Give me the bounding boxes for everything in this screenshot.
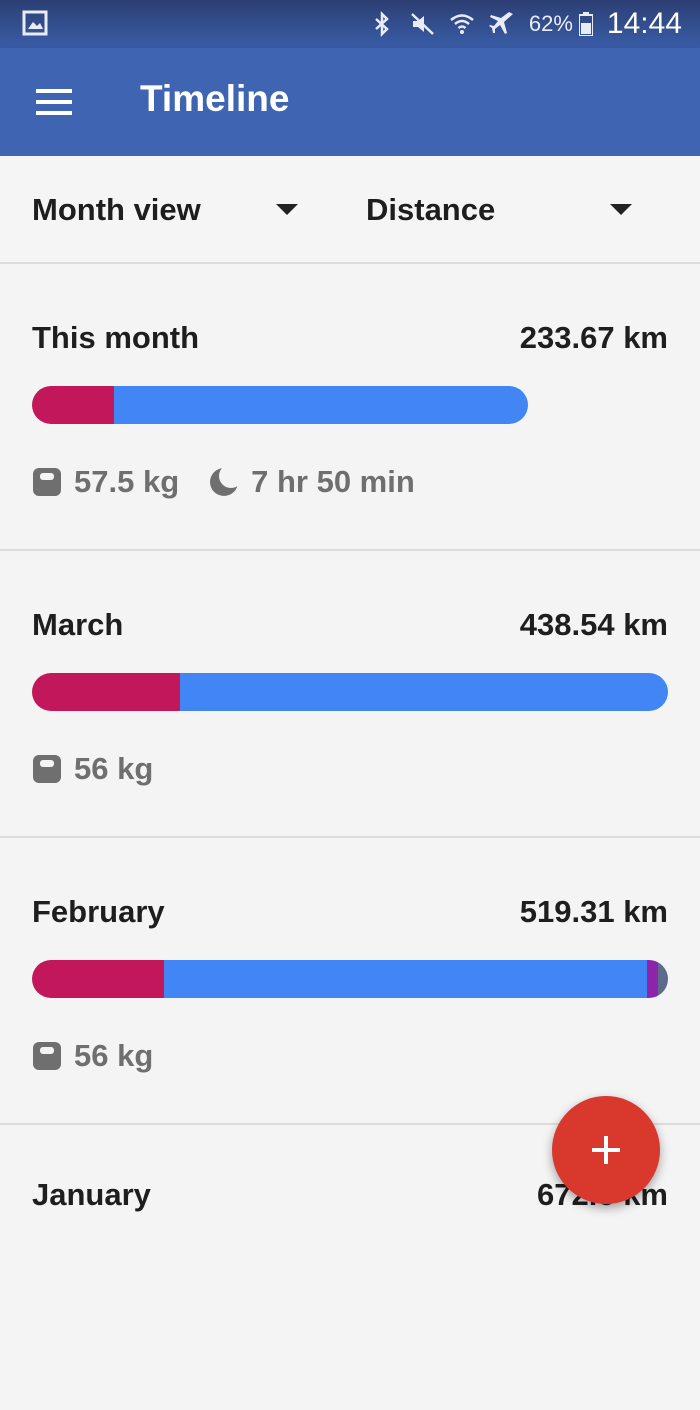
page-title: Timeline <box>140 78 290 119</box>
stats-row: 56 kg <box>32 751 153 787</box>
weight-value: 56 kg <box>74 751 154 786</box>
status-bar: 62% 14:44 <box>0 0 700 48</box>
activity-bar <box>32 673 668 711</box>
bar-segment <box>32 673 180 711</box>
chevron-down-icon <box>276 204 298 215</box>
bar-segment <box>113 386 528 424</box>
month-card-this-month[interactable]: This month 233.67 km 57.5 kg 7 hr 50 min <box>0 264 700 551</box>
stats-row: 56 kg <box>32 1038 153 1074</box>
month-card-march[interactable]: March 438.54 km 56 kg <box>0 551 700 838</box>
app-bar: Timeline <box>0 48 700 156</box>
sleep-value: 7 hr 50 min <box>251 464 415 499</box>
add-button[interactable] <box>552 1096 660 1204</box>
scale-icon <box>33 468 61 496</box>
bar-segment <box>179 673 668 711</box>
metric-dropdown[interactable]: Distance <box>334 156 700 262</box>
moon-icon <box>210 467 240 496</box>
view-dropdown[interactable]: Month view <box>0 156 334 262</box>
month-label: March <box>32 607 124 642</box>
filter-bar: Month view Distance <box>0 156 700 264</box>
chevron-down-icon <box>610 204 632 215</box>
status-icons: 62% 14:44 <box>369 0 682 48</box>
battery-percentage: 62% <box>528 11 573 36</box>
weight-value: 56 kg <box>74 1038 154 1073</box>
view-dropdown-label: Month view <box>32 192 201 227</box>
month-label: February <box>32 894 165 929</box>
stats-row: 57.5 kg 7 hr 50 min <box>32 464 415 500</box>
bar-segment <box>163 960 647 998</box>
bar-segment <box>658 960 668 998</box>
month-label: This month <box>32 320 200 355</box>
clock: 14:44 <box>606 7 682 40</box>
metric-dropdown-label: Distance <box>366 192 496 227</box>
gallery-icon <box>22 10 48 36</box>
scale-icon <box>33 1042 61 1070</box>
distance-value: 519.31 km <box>519 894 668 929</box>
weight-value: 57.5 kg <box>74 464 180 499</box>
bluetooth-icon <box>375 11 389 37</box>
month-card-february[interactable]: February 519.31 km 56 kg <box>0 838 700 1125</box>
wifi-icon <box>450 14 474 34</box>
mute-icon <box>411 13 434 35</box>
hamburger-menu-icon[interactable] <box>36 87 72 117</box>
distance-value: 233.67 km <box>519 320 668 355</box>
activity-bar <box>32 960 668 998</box>
airplane-icon <box>488 12 513 34</box>
bar-segment <box>647 960 659 998</box>
scale-icon <box>33 755 61 783</box>
activity-bar <box>32 386 528 424</box>
bar-segment <box>32 960 164 998</box>
distance-value: 438.54 km <box>519 607 668 642</box>
bar-segment <box>32 386 114 424</box>
battery-icon <box>578 12 593 36</box>
month-label: January <box>32 1177 151 1212</box>
